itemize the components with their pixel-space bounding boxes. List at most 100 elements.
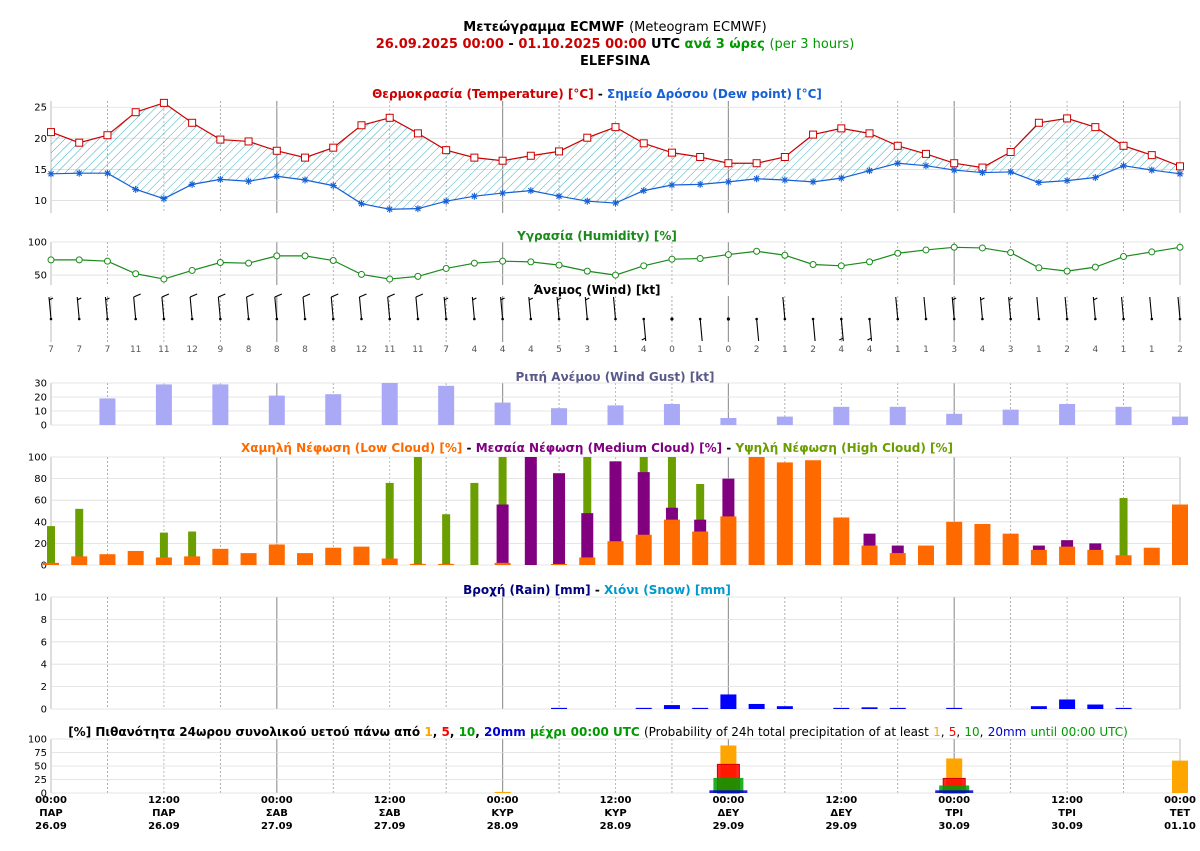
dewpoint-point [583,197,591,205]
wind-barb-shaft [556,296,560,320]
wind-barb-shaft [584,296,588,320]
gust-bar [776,416,793,425]
wind-speed-label: 0 [726,345,732,355]
x-tick-time: 12:00 [1051,795,1083,806]
low-cloud-bar [127,550,144,565]
humidity-point [1063,267,1071,275]
x-tick-day: ΤΕΤ [1170,808,1191,819]
gust-ytick-label: 20 [34,393,47,404]
wind-barb-shaft [923,296,927,320]
temperature-point [611,123,620,132]
gust-bar [1115,406,1132,425]
dewpoint-marker-stroke [556,193,562,200]
humidity-point [47,256,55,264]
dewpoint-point [499,189,507,197]
wind-barb-feather-short [951,297,957,301]
x-tick-date: 28.09 [600,821,632,832]
wind-barb-shaft [443,296,447,320]
dewpoint-point [160,195,168,203]
dewpoint-marker-stroke [471,193,478,200]
humidity-point [216,259,224,267]
gust-bar [889,406,906,425]
wind-barb-base [896,317,900,321]
x-tick-date: 27.09 [374,821,406,832]
temperature-point [103,131,112,140]
dewpoint-point [668,181,676,189]
wind-barb-feather [302,293,311,298]
temperature-point [498,156,507,165]
prob-comma: , [941,725,945,739]
wind-barb-base [952,317,956,321]
wind-barb-base [1009,317,1012,321]
prob-ytick-label: 50 [34,762,47,773]
dewpoint-marker-stroke [1120,162,1127,169]
wind-barb [755,317,760,342]
wind-barb-base [840,317,843,321]
wind-barb-shaft [643,318,647,342]
humidity-point [414,272,422,280]
dewpoint-marker-stroke [923,162,929,169]
wind-barb-feather [133,293,141,298]
temperature-point [131,108,140,117]
wind-barb-base [331,317,335,321]
wind-barb-feather [415,293,424,298]
wind-speed-label: 1 [1036,345,1042,355]
humidity-point [894,249,902,257]
low-cloud-bar [720,516,737,565]
dewpoint-point [696,180,704,188]
wind-speed-label: 7 [76,345,82,355]
temperature-point [272,146,281,155]
prob-thr-10-en: 10 [964,725,979,739]
wind-barb-shaft [812,318,816,342]
medium-cloud-bar [609,461,622,565]
dewpoint-point [216,175,224,183]
prob-bar-1mm [1172,760,1188,793]
wind-barb [782,296,787,321]
date-separator: - [508,37,513,52]
prob-mm-en: mm [1003,725,1026,739]
prob-panel-title: [%] Πιθανότητα 24ωρου συνολικού υετού πά… [68,725,1128,739]
prob-comma: , [956,725,960,739]
dewpoint-title: Σημείο Δρόσου (Dew point) [°C] [607,87,822,101]
high-cloud-bar [413,457,422,565]
cloud-panel-title: Χαμηλή Νέφωση (Low Cloud) [%] - Μεσαία Ν… [241,441,953,455]
dewpoint-marker-stroke [189,181,196,188]
dewpoint-point [75,169,83,177]
wind-speed-label: 8 [246,345,252,355]
dewpoint-point [809,178,817,186]
temp-ytick-label: 10 [34,196,47,207]
low-cloud-bar [1030,549,1047,565]
dewpoint-marker-stroke [979,169,986,176]
wind-speed-label: 11 [158,345,169,355]
wind-barb-base [1150,317,1154,321]
gust-bar [268,395,285,425]
wind-barb [1036,296,1041,321]
wind-speed-label: 1 [697,345,703,355]
wind-barb-shaft [274,296,278,320]
x-tick-day: ΚΥΡ [604,808,626,819]
gust-bar [155,384,172,425]
wind-barb-feather-short [1008,297,1013,301]
x-tick-time: 00:00 [712,795,744,806]
chart-title: Μετεώγραμμα ECMWF (Meteogram ECMWF) [463,20,766,35]
temperature-point [1176,162,1184,171]
dewpoint-marker-stroke [640,187,647,194]
wind-calm-dot [726,317,731,321]
wind-barb [1121,296,1125,321]
temperature-point [893,141,902,150]
rain-ytick-label: 8 [41,615,47,626]
humidity-point [527,258,535,266]
rain-bar [861,707,878,709]
wind-barb-shaft [358,296,363,320]
x-tick-time: 00:00 [1164,795,1196,806]
wind-barb [556,296,562,321]
low-cloud-bar [297,553,314,565]
prob-comma: , [450,725,455,739]
hum-ytick-label: 50 [34,271,47,282]
wind-barb [217,293,226,321]
wind-barb-shaft [1177,296,1181,320]
wind-barb [302,293,311,321]
temperature-title: Θερμοκρασία (Temperature) [°C] [372,87,594,101]
temperature-point [1119,141,1128,150]
dewpoint-point [103,169,111,177]
